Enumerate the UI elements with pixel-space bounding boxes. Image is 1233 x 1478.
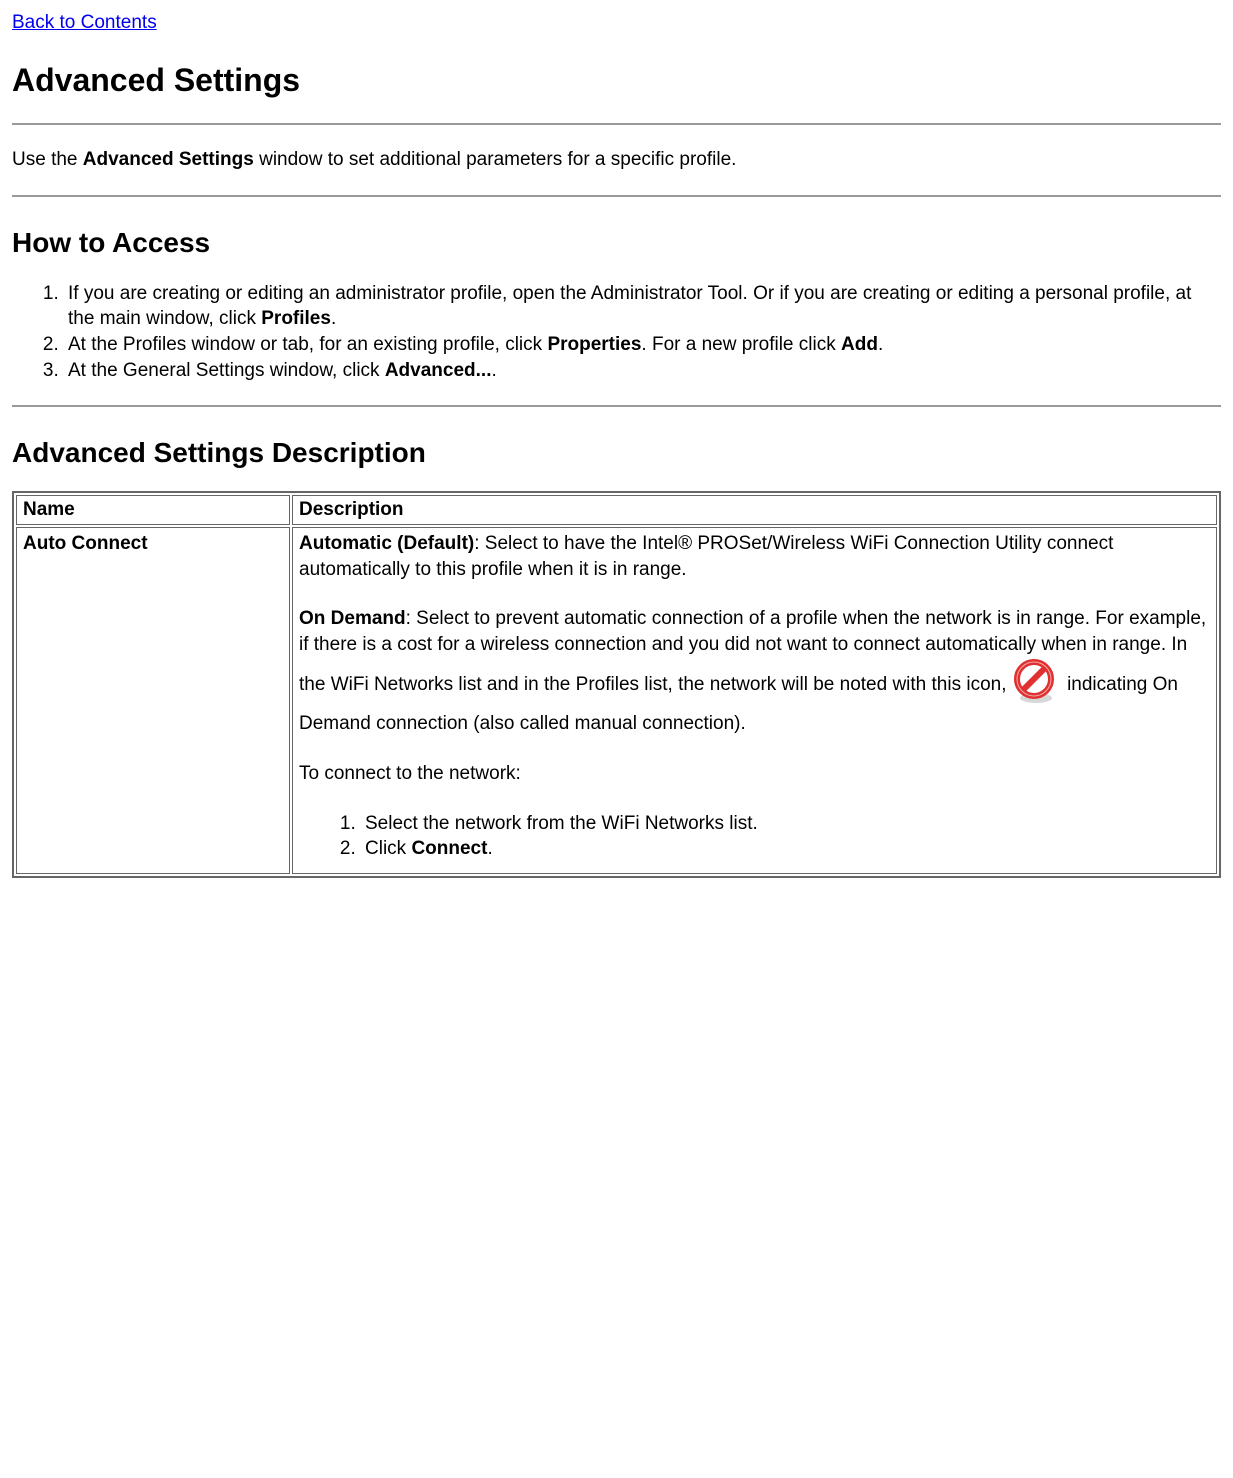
how-to-access-heading: How to Access — [12, 227, 1221, 259]
connect-step-2: Click Connect. — [361, 836, 1210, 862]
automatic-paragraph: Automatic (Default): Select to have the … — [299, 531, 1210, 582]
step1-text-a: If you are creating or editing an admini… — [68, 283, 1191, 330]
divider — [12, 123, 1221, 125]
step3-text-a: At the General Settings window, click — [68, 360, 385, 381]
automatic-bold: Automatic (Default) — [299, 533, 474, 554]
connect-steps-list: Select the network from the WiFi Network… — [299, 811, 1210, 862]
connect-step2-bold: Connect — [411, 838, 487, 859]
intro-text-post: window to set additional parameters for … — [254, 149, 737, 170]
step3-text-b: . — [491, 360, 496, 381]
step2-bold-add: Add — [841, 334, 878, 355]
divider — [12, 405, 1221, 407]
back-to-contents-link[interactable]: Back to Contents — [12, 12, 157, 33]
access-step-2: At the Profiles window or tab, for an ex… — [64, 332, 1221, 358]
table-header-name: Name — [16, 495, 290, 525]
step2-text-c: . — [878, 334, 883, 355]
intro-bold: Advanced Settings — [83, 149, 254, 170]
access-step-3: At the General Settings window, click Ad… — [64, 358, 1221, 384]
step1-text-b: . — [331, 308, 336, 329]
step2-bold-properties: Properties — [547, 334, 641, 355]
connect-step2-a: Click — [365, 838, 411, 859]
page-title: Advanced Settings — [12, 62, 1221, 99]
step2-text-a: At the Profiles window or tab, for an ex… — [68, 334, 547, 355]
advanced-settings-description-heading: Advanced Settings Description — [12, 437, 1221, 469]
row-name-auto-connect: Auto Connect — [16, 527, 290, 874]
prohibit-icon — [1012, 658, 1058, 712]
table-header-row: Name Description — [16, 495, 1217, 525]
table-header-description: Description — [292, 495, 1217, 525]
ondemand-bold: On Demand — [299, 608, 406, 629]
ondemand-paragraph: On Demand: Select to prevent automatic c… — [299, 606, 1210, 737]
connect-step2-b: . — [487, 838, 492, 859]
access-steps-list: If you are creating or editing an admini… — [12, 281, 1221, 384]
step1-bold-profiles: Profiles — [261, 308, 331, 329]
divider — [12, 195, 1221, 197]
settings-table: Name Description Auto Connect Automatic … — [12, 491, 1221, 878]
step3-bold-advanced: Advanced... — [385, 360, 492, 381]
row-desc-auto-connect: Automatic (Default): Select to have the … — [292, 527, 1217, 874]
step2-text-b: . For a new profile click — [641, 334, 841, 355]
table-row: Auto Connect Automatic (Default): Select… — [16, 527, 1217, 874]
access-step-1: If you are creating or editing an admini… — [64, 281, 1221, 332]
connect-step-1: Select the network from the WiFi Network… — [361, 811, 1210, 837]
intro-text-pre: Use the — [12, 149, 83, 170]
intro-paragraph: Use the Advanced Settings window to set … — [12, 147, 1221, 173]
connect-intro-paragraph: To connect to the network: — [299, 761, 1210, 787]
